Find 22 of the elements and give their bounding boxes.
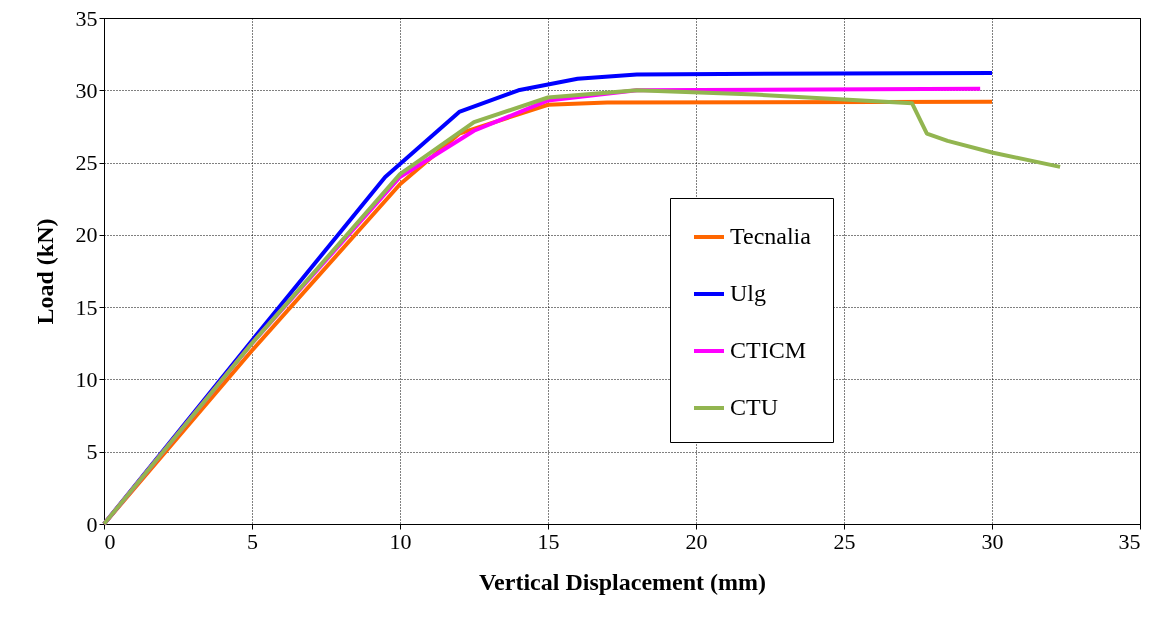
x-tick-label: 20: [685, 528, 708, 554]
legend-label: Ulg: [730, 280, 766, 306]
x-tick-label: 15: [537, 528, 560, 554]
x-axis-title: Vertical Displacement (mm): [478, 568, 767, 595]
y-axis-title: Load (kN): [31, 218, 58, 325]
x-tick-label: 10: [389, 528, 412, 554]
x-tick-label: 35: [1118, 528, 1141, 554]
x-tick-label: 0: [104, 528, 116, 554]
y-tick-label: 15: [75, 294, 98, 320]
y-tick-label: 25: [75, 150, 98, 176]
x-tick-label: 30: [981, 528, 1004, 554]
y-tick-label: 0: [86, 511, 98, 537]
x-tick-label: 5: [247, 528, 258, 554]
legend-label: CTICM: [730, 337, 807, 363]
y-tick-label: 20: [75, 222, 98, 248]
y-tick-label: 30: [75, 77, 98, 103]
x-tick-label: 25: [833, 528, 856, 554]
legend-label: CTU: [730, 394, 778, 420]
legend-label: Tecnalia: [730, 223, 812, 249]
y-tick-label: 5: [86, 439, 98, 465]
y-tick-label: 10: [75, 366, 98, 392]
y-tick-label: 35: [75, 5, 98, 31]
